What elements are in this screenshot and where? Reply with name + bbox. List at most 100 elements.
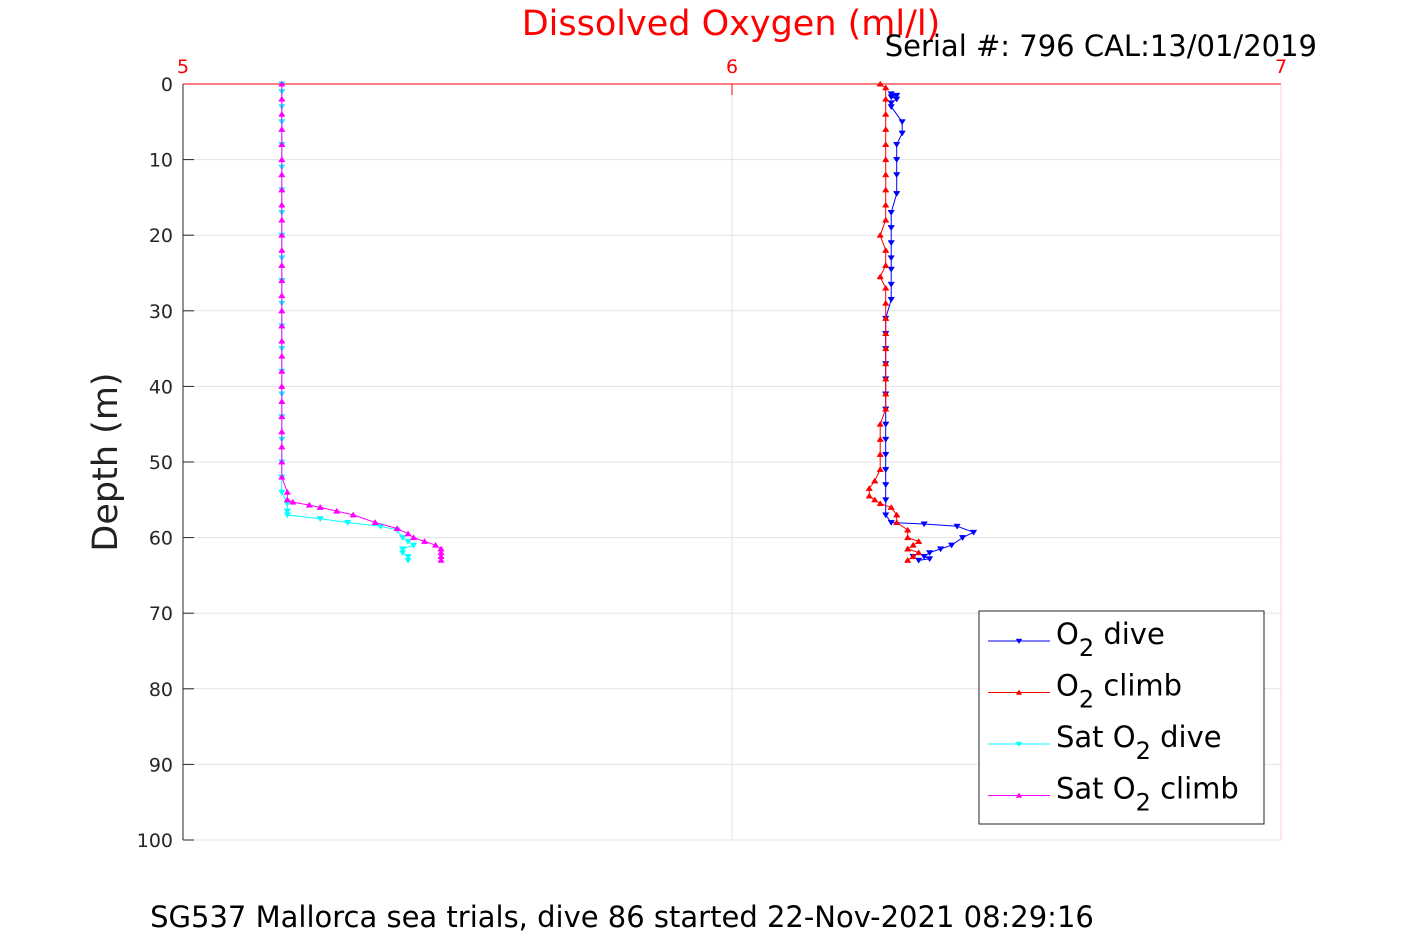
data-point [909, 553, 917, 559]
data-point [887, 91, 895, 98]
data-point [882, 186, 890, 193]
data-point [893, 157, 901, 163]
data-point [882, 315, 890, 321]
y-tick-label: 30 [149, 301, 173, 323]
y-tick-label: 100 [137, 830, 173, 852]
legend-box [978, 610, 1265, 825]
legend-label: Sat O2 dive [1056, 720, 1222, 765]
data-point [420, 538, 429, 544]
data-point [887, 100, 895, 107]
data-point [882, 482, 890, 489]
data-point [904, 545, 912, 552]
series-0 [882, 91, 978, 564]
data-point [909, 541, 917, 548]
legend-item: O2 dive [988, 617, 1165, 662]
x-tick-label: 6 [726, 56, 738, 78]
data-point [278, 413, 286, 420]
data-point [882, 246, 890, 253]
data-point [404, 554, 412, 560]
series-3 [278, 80, 445, 563]
y-tick-label: 50 [149, 452, 173, 474]
data-point [882, 436, 890, 443]
data-point [289, 498, 297, 505]
data-point [278, 489, 286, 496]
data-point [283, 488, 291, 495]
legend-label-subscript: 2 [1136, 789, 1151, 817]
data-point [278, 246, 286, 253]
data-point [283, 496, 291, 503]
legend-label: Sat O2 climb [1056, 772, 1239, 817]
data-point [278, 201, 286, 208]
data-point [876, 231, 884, 238]
data-point [871, 496, 879, 503]
legend-swatch-marker [1015, 741, 1023, 747]
data-point [920, 521, 928, 528]
data-point [887, 255, 895, 262]
data-point [882, 110, 890, 117]
data-point [898, 119, 906, 126]
data-point [344, 519, 352, 526]
data-point [958, 535, 967, 541]
data-point [876, 500, 884, 507]
data-point [865, 492, 873, 499]
y-tick-label: 70 [149, 603, 173, 625]
y-tick-label: 90 [149, 754, 173, 776]
data-point [887, 281, 895, 288]
data-point [893, 172, 901, 179]
y-tick-label: 40 [149, 376, 173, 398]
y-axis-label: Depth (m) [86, 372, 126, 551]
data-point [404, 538, 412, 545]
data-point [876, 80, 884, 87]
data-point [278, 337, 286, 344]
data-point [893, 96, 901, 103]
data-point [904, 556, 912, 563]
legend-label: O2 climb [1056, 669, 1182, 714]
data-point [404, 557, 412, 564]
data-point [882, 141, 890, 147]
data-point [947, 542, 956, 549]
x-tick-label: 5 [177, 56, 189, 78]
data-point [898, 130, 906, 137]
data-point [278, 141, 286, 147]
data-point [887, 504, 895, 510]
legend-label-suffix: climb [1151, 772, 1239, 806]
legend-label-suffix: climb [1094, 669, 1182, 703]
data-point [431, 541, 440, 548]
data-point [882, 95, 890, 102]
data-point [404, 530, 412, 537]
data-point [882, 390, 890, 397]
data-point [278, 428, 286, 435]
data-point [882, 330, 890, 336]
legend-label-main: Sat O [1056, 720, 1136, 754]
legend-item: O2 climb [988, 669, 1182, 714]
data-point [882, 262, 890, 268]
legend-label-subscript: 2 [1079, 686, 1094, 714]
data-point [893, 519, 901, 525]
data-point [278, 277, 286, 284]
data-point [278, 171, 286, 178]
data-point [969, 529, 978, 536]
data-point [882, 216, 890, 223]
data-point [882, 156, 890, 163]
data-point [882, 467, 890, 473]
data-point [278, 307, 286, 314]
data-point [882, 171, 890, 178]
data-point [278, 352, 286, 359]
data-point [893, 511, 901, 518]
data-point [882, 126, 890, 132]
data-point [278, 367, 286, 374]
legend-label-main: Sat O [1056, 772, 1136, 806]
legend-label-subscript: 2 [1079, 634, 1094, 662]
data-point [278, 126, 286, 132]
data-point [887, 266, 895, 273]
data-point [278, 156, 286, 163]
data-point [953, 523, 961, 530]
y-tick-label: 10 [149, 150, 173, 172]
data-point [882, 512, 890, 519]
data-point [349, 511, 357, 518]
data-point [936, 546, 945, 553]
data-point [882, 497, 890, 504]
data-point [915, 549, 923, 556]
series-layer [278, 80, 978, 564]
